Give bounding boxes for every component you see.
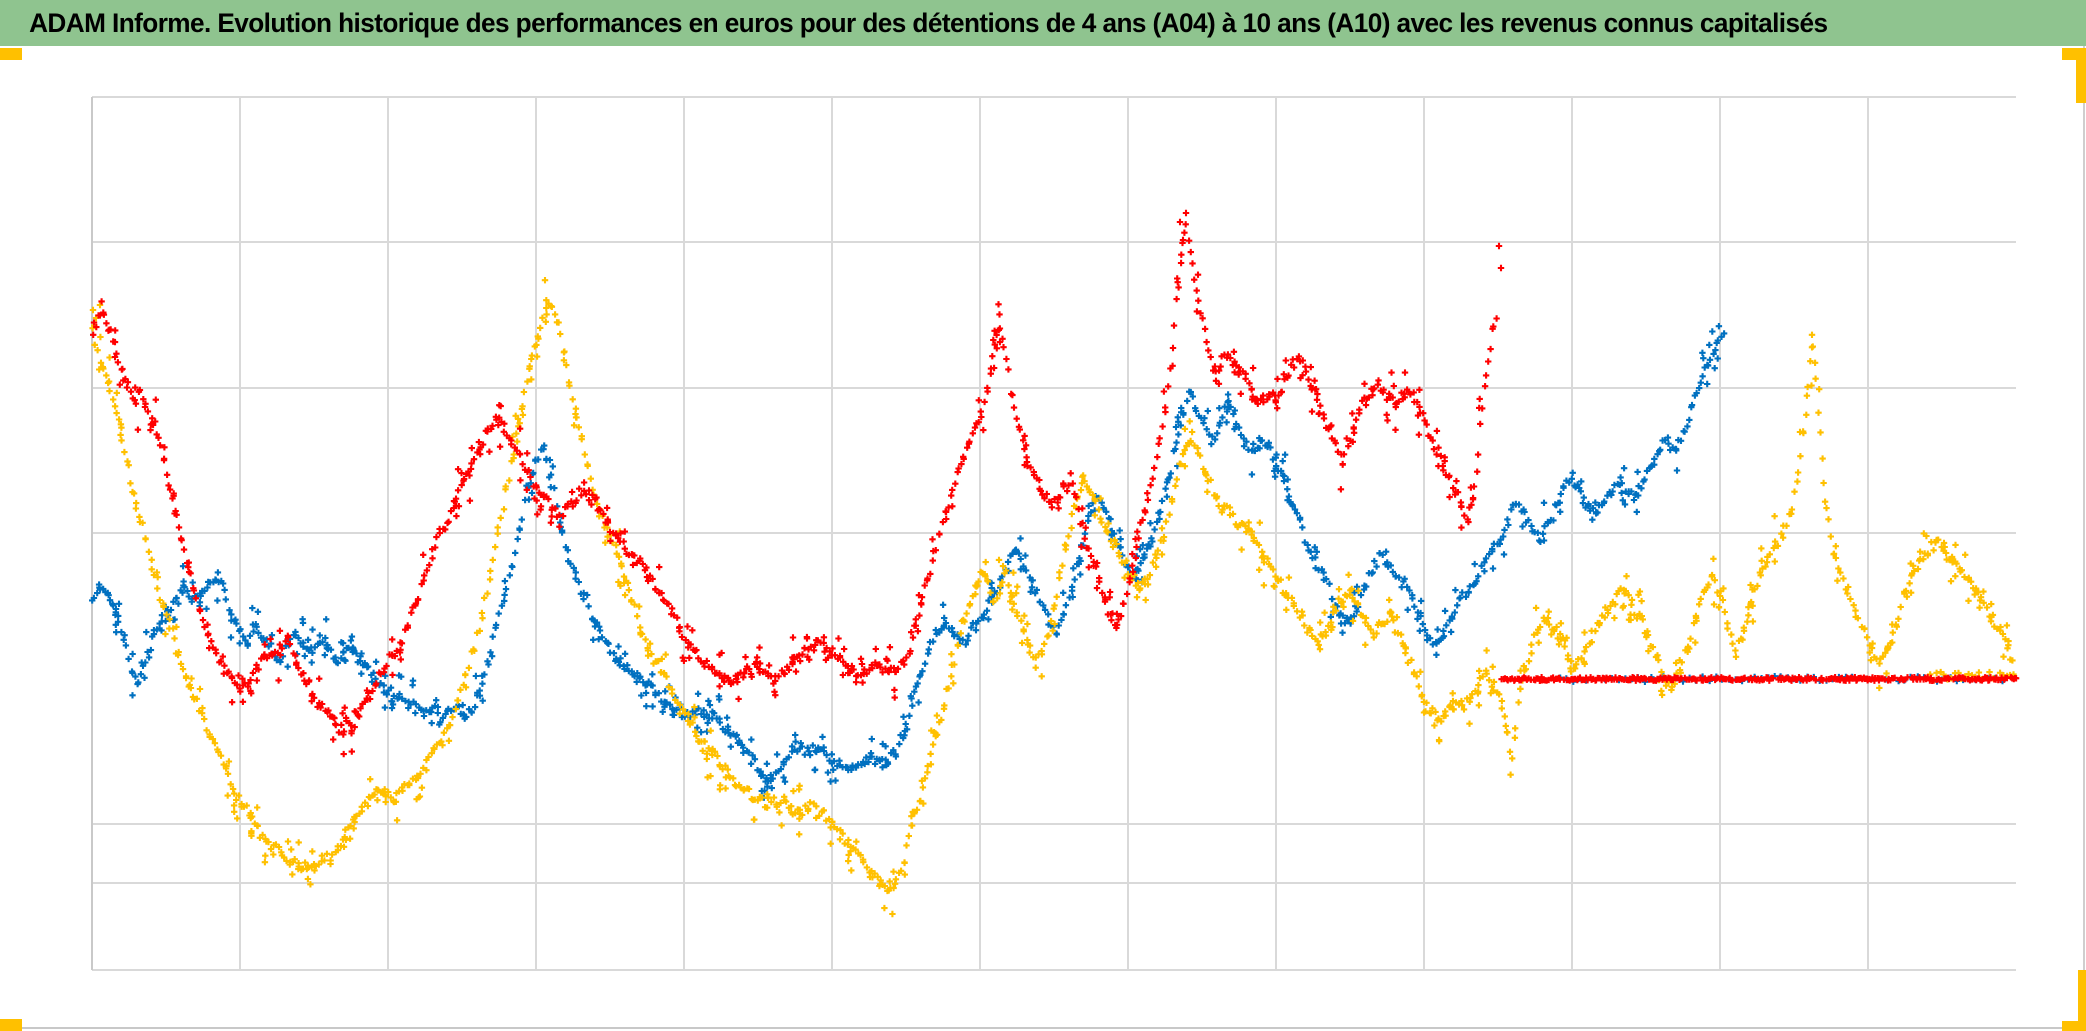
selection-handle-top-right-vertical[interactable] — [2076, 48, 2086, 103]
chart-title: ADAM Informe. Evolution historique des p… — [29, 7, 1828, 38]
selection-handle-bottom-right-vertical[interactable] — [2078, 970, 2086, 1031]
selection-handle-top-left[interactable] — [0, 48, 22, 60]
sheet-right-edge-line — [2083, 46, 2085, 1031]
series-red — [90, 209, 2020, 758]
selection-handle-bottom-right-horizontal[interactable] — [2062, 1021, 2086, 1031]
title-bar: ADAM Informe. Evolution historique des p… — [0, 0, 2086, 46]
series-blue — [89, 323, 2006, 801]
series-gold — [89, 277, 2017, 918]
selection-handle-bottom-left[interactable] — [0, 1019, 22, 1031]
gridlines — [91, 96, 2016, 971]
sheet-bottom-edge-line — [22, 1027, 2086, 1029]
